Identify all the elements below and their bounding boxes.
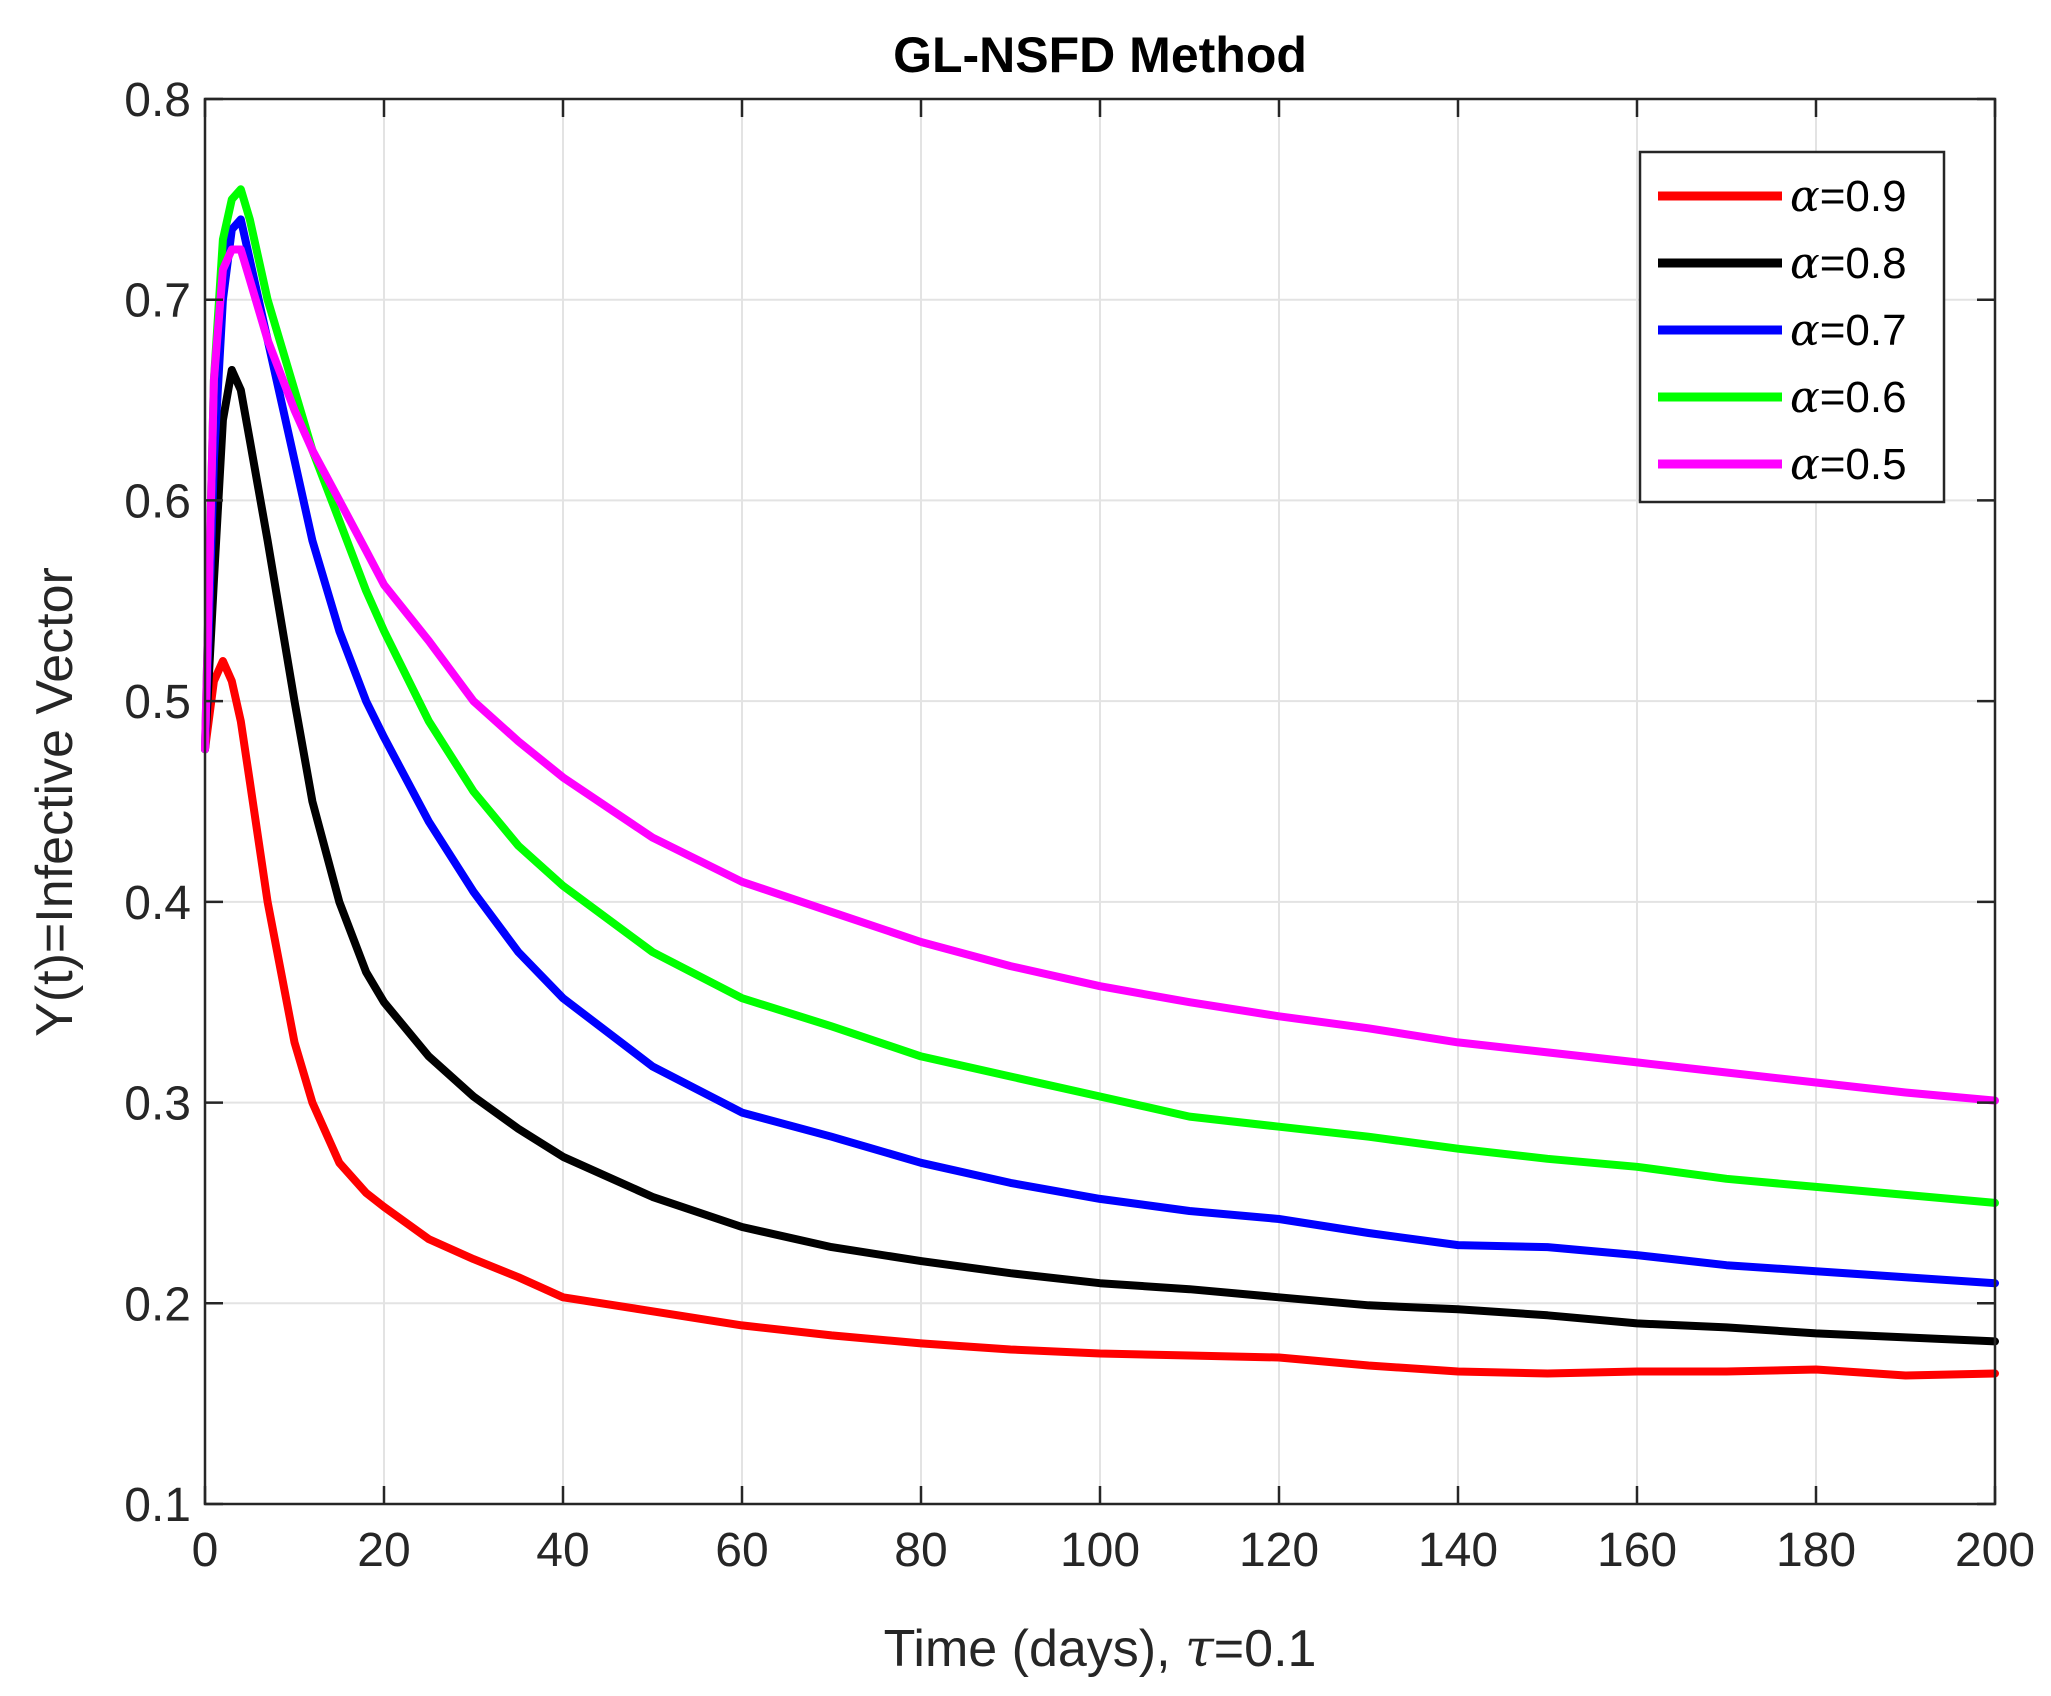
legend-label-5: α=0.5 [1790, 439, 1907, 490]
y-tick-label: 0.6 [124, 475, 191, 528]
y-tick-labels: 0.1 0.2 0.3 0.4 0.5 0.6 0.7 0.8 [124, 74, 191, 1532]
x-tick-label: 60 [715, 1524, 768, 1577]
x-tick-label: 100 [1060, 1524, 1140, 1577]
y-tick-label: 0.7 [124, 275, 191, 328]
series-line-5 [201, 245, 1999, 1105]
x-tick-label: 140 [1418, 1524, 1498, 1577]
y-tick-label: 0.1 [124, 1479, 191, 1532]
legend-label-1: α=0.9 [1790, 171, 1907, 222]
x-tick-label: 180 [1776, 1524, 1856, 1577]
x-tick-label: 160 [1597, 1524, 1677, 1577]
legend-label-4: α=0.6 [1790, 372, 1907, 423]
legend-entries: α=0.9 α=0.8 α=0.7 α=0.6 α=0.5 [1658, 171, 1907, 490]
series-line-1 [201, 657, 1999, 1380]
x-tick-label: 80 [894, 1524, 947, 1577]
legend: α=0.9 α=0.8 α=0.7 α=0.6 α=0.5 [1638, 150, 1946, 504]
y-tick-label: 0.4 [124, 877, 191, 930]
series-line-2 [201, 366, 1999, 1346]
axis-ticks [203, 97, 1997, 1506]
y-tick-label: 0.2 [124, 1278, 191, 1331]
x-tick-label: 120 [1239, 1524, 1319, 1577]
x-tick-label: 200 [1955, 1524, 2035, 1577]
y-tick-label: 0.3 [124, 1078, 191, 1131]
y-tick-label: 0.5 [124, 676, 191, 729]
data-series [201, 185, 1999, 1380]
x-tick-label: 20 [357, 1524, 410, 1577]
series-line-3 [201, 215, 1999, 1288]
x-axis-label: Time (days), τ=0.1 [884, 1619, 1317, 1679]
legend-label-3: α=0.7 [1790, 305, 1907, 356]
legend-label-2: α=0.8 [1790, 238, 1907, 289]
series-line-4 [201, 185, 1999, 1207]
y-tick-label: 0.8 [124, 74, 191, 127]
chart-title: GL-NSFD Method [893, 27, 1307, 83]
x-tick-label: 0 [192, 1524, 219, 1577]
x-tick-labels: 0 20 40 60 80 100 120 140 160 180 200 [192, 1524, 2035, 1577]
y-axis-label: Y(t)=Infective Vector [26, 567, 84, 1037]
x-tick-label: 40 [536, 1524, 589, 1577]
